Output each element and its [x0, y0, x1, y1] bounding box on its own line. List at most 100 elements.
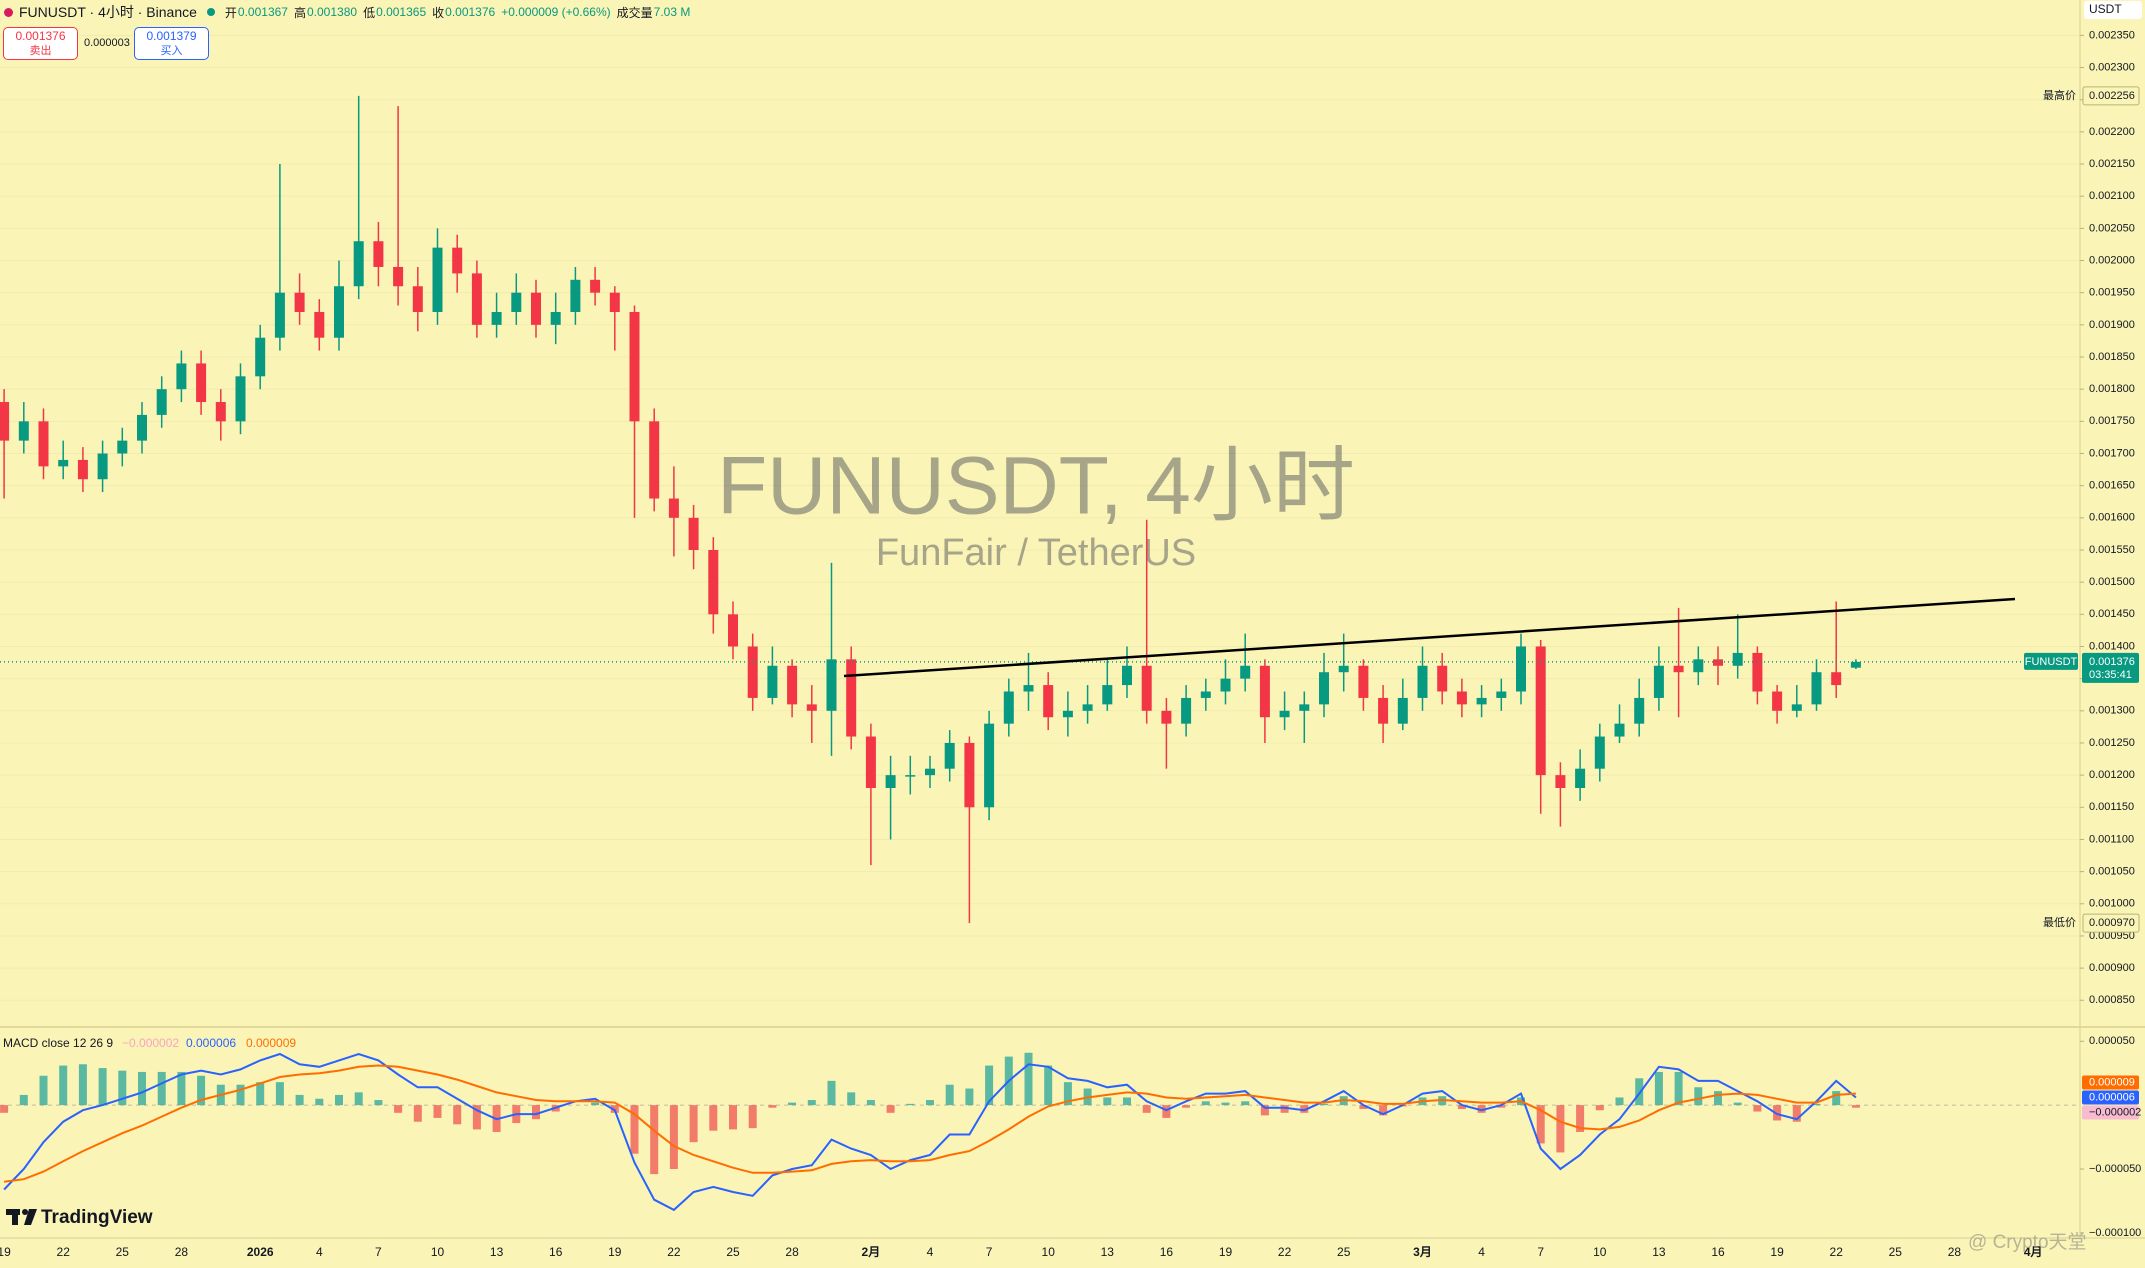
candle-body [1043, 685, 1054, 718]
candle-body [1693, 659, 1704, 673]
x-tick-label: 22 [1278, 1245, 1292, 1259]
candle-body [1279, 710, 1290, 718]
histogram-bar [1221, 1102, 1230, 1106]
candle-body [196, 363, 207, 403]
histogram-bar [591, 1102, 600, 1106]
volume-label: 成交量 [616, 5, 653, 20]
candle-body [668, 498, 679, 518]
sell-label[interactable]: 卖出 [29, 45, 52, 57]
tag-value: 0.002256 [2089, 90, 2135, 102]
histogram-bar [729, 1105, 737, 1130]
x-tick-label: 25 [726, 1245, 740, 1259]
volume-value: 7.03 M [653, 5, 691, 19]
symbol-icon [4, 7, 13, 17]
y-tick-label: 0.002350 [2089, 29, 2135, 41]
x-tick-label: 19 [608, 1245, 622, 1259]
candle-body [728, 614, 738, 647]
tradingview-logo [6, 1209, 37, 1225]
low-value: 0.001365 [376, 5, 427, 19]
candle-body [1732, 652, 1743, 666]
buy-price[interactable]: 0.001379 [146, 29, 197, 43]
x-tick-label: 25 [1889, 1245, 1903, 1259]
candle-body [787, 665, 798, 705]
candle-body [18, 421, 29, 441]
candle-body [156, 389, 167, 415]
histogram-bar [1792, 1105, 1801, 1122]
buy-button[interactable]: 0.001379 买入 [134, 27, 209, 60]
histogram-bar [866, 1100, 875, 1106]
candle-body [826, 659, 837, 711]
histogram-bar [1733, 1102, 1742, 1106]
symbol[interactable]: FUNUSDT · 4小时 · Binance [19, 4, 197, 20]
buy-label[interactable]: 买入 [160, 45, 183, 57]
y-tick-label: 0.001150 [2089, 801, 2134, 813]
tag-label: 最低价 [2043, 916, 2076, 929]
candle-body [747, 646, 758, 698]
candle-body [767, 665, 778, 698]
x-tick-label: 7 [1537, 1245, 1544, 1259]
histogram-bar [1556, 1105, 1565, 1153]
histogram-bar [1142, 1105, 1151, 1113]
y-tick-label: 0.002000 [2089, 254, 2135, 266]
high-label: 高 [293, 5, 306, 20]
y-tick-label: 0.001750 [2089, 415, 2135, 427]
y-tick-label: 0.002300 [2089, 61, 2135, 73]
candle-body [1673, 665, 1684, 673]
y-tick-label: 0.002150 [2089, 158, 2135, 170]
y-tick-label: 0.002100 [2089, 190, 2135, 202]
y-tick-label: 0.001200 [2089, 769, 2135, 781]
y-tick-label: 0.000900 [2089, 962, 2135, 974]
tag-value: 0.000970 [2089, 917, 2135, 929]
histogram-bar [1280, 1105, 1289, 1113]
candle-body [1378, 697, 1389, 724]
histogram-bar [1635, 1078, 1644, 1106]
macd-tag-value: 0.000009 [2089, 1076, 2135, 1088]
signal-line-legend: 0.000009 [246, 1036, 296, 1050]
y-tick-label: 0.001900 [2089, 319, 2135, 331]
candle-body [649, 421, 660, 499]
candle-body [97, 453, 108, 480]
candle-body [1062, 710, 1073, 718]
candle-body [1102, 685, 1113, 705]
sell-button[interactable]: 0.001376 卖出 [3, 27, 78, 60]
candle-body [38, 421, 49, 467]
y-tick-label: −0.000050 [2089, 1163, 2141, 1175]
histogram-bar [945, 1084, 954, 1106]
candle-body [1831, 672, 1842, 686]
currency-box[interactable] [2084, 1, 2142, 19]
x-tick-label: 7 [986, 1245, 993, 1259]
tag-box [2082, 913, 2140, 933]
candle-body [0, 402, 10, 441]
candle-body [1634, 697, 1645, 724]
candle-body [1772, 691, 1783, 711]
x-tick-label: 13 [1652, 1245, 1666, 1259]
candle-body [58, 459, 69, 467]
histogram-bar [1182, 1105, 1191, 1108]
y-tick-label: 0.001100 [2089, 833, 2134, 845]
candle-body [1299, 704, 1310, 711]
sell-price[interactable]: 0.001376 [15, 29, 66, 43]
histogram-bar [374, 1100, 383, 1106]
histogram-bar [650, 1105, 659, 1175]
y-tick-label: 0.001600 [2089, 512, 2135, 524]
candle-body [1752, 652, 1763, 692]
candle-body [393, 266, 404, 287]
candle-body [117, 440, 128, 454]
candle-body [550, 311, 561, 325]
tag-box [2082, 86, 2140, 106]
histogram-bar [157, 1071, 166, 1106]
histogram-bar [138, 1071, 146, 1106]
y-tick-label: 0.002050 [2089, 222, 2135, 234]
x-tick-label: 22 [667, 1245, 681, 1259]
candle-body [1122, 665, 1132, 686]
candle-body [531, 292, 541, 325]
histogram-bar [532, 1105, 540, 1120]
candle-body [452, 247, 463, 274]
trend-line[interactable] [843, 597, 2016, 678]
candle-body [432, 247, 443, 312]
histogram-bar [256, 1082, 265, 1106]
macd-tag-value: 0.000006 [2089, 1091, 2135, 1103]
histogram-bar [19, 1094, 28, 1106]
currency[interactable]: USDT [2089, 2, 2122, 16]
candle-body [1141, 665, 1152, 711]
